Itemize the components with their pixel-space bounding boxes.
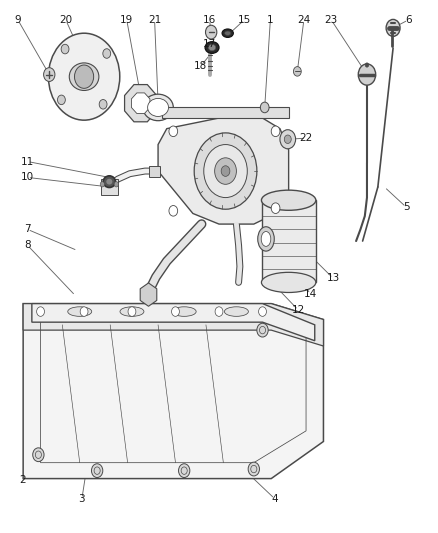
Polygon shape xyxy=(140,283,157,306)
Text: 15: 15 xyxy=(238,15,251,25)
Circle shape xyxy=(215,307,223,317)
Circle shape xyxy=(248,462,259,476)
Circle shape xyxy=(128,307,136,317)
Circle shape xyxy=(204,144,247,198)
Text: 10: 10 xyxy=(21,172,34,182)
Text: 24: 24 xyxy=(297,15,311,25)
Ellipse shape xyxy=(261,190,316,211)
Circle shape xyxy=(271,126,280,136)
Circle shape xyxy=(260,102,269,113)
Ellipse shape xyxy=(172,307,196,317)
Circle shape xyxy=(293,67,301,76)
Circle shape xyxy=(80,307,88,317)
Ellipse shape xyxy=(205,42,219,53)
Circle shape xyxy=(92,464,103,478)
Circle shape xyxy=(280,130,296,149)
Ellipse shape xyxy=(106,179,113,184)
Text: 3: 3 xyxy=(78,494,85,504)
Text: 17: 17 xyxy=(203,39,216,49)
Text: 4: 4 xyxy=(272,494,278,504)
Circle shape xyxy=(37,307,45,317)
Circle shape xyxy=(215,158,237,184)
Circle shape xyxy=(386,19,400,36)
Circle shape xyxy=(57,95,65,104)
Text: 20: 20 xyxy=(59,15,72,25)
Circle shape xyxy=(271,203,280,214)
Text: 8: 8 xyxy=(24,240,31,251)
Bar xyxy=(149,166,160,177)
Text: 14: 14 xyxy=(304,289,317,299)
Polygon shape xyxy=(131,93,150,114)
Circle shape xyxy=(103,49,111,58)
Polygon shape xyxy=(23,304,323,479)
Circle shape xyxy=(257,323,268,337)
Ellipse shape xyxy=(68,307,92,317)
Text: 21: 21 xyxy=(148,15,161,25)
Text: 11: 11 xyxy=(21,157,34,166)
Text: 16: 16 xyxy=(203,15,216,25)
Circle shape xyxy=(179,464,190,478)
Text: 6: 6 xyxy=(405,15,412,25)
Ellipse shape xyxy=(143,94,173,120)
Circle shape xyxy=(169,206,178,216)
Bar xyxy=(101,179,118,195)
Circle shape xyxy=(61,44,69,54)
Polygon shape xyxy=(32,304,315,341)
Ellipse shape xyxy=(222,29,233,37)
Text: 18: 18 xyxy=(194,61,207,71)
Ellipse shape xyxy=(103,176,116,188)
Text: 2: 2 xyxy=(19,475,25,484)
Polygon shape xyxy=(124,85,157,122)
Text: 23: 23 xyxy=(325,15,338,25)
Ellipse shape xyxy=(225,31,231,35)
Text: 13: 13 xyxy=(326,273,339,283)
Ellipse shape xyxy=(224,307,248,317)
Circle shape xyxy=(48,33,120,120)
Text: 7: 7 xyxy=(24,224,31,235)
Circle shape xyxy=(205,25,217,39)
Circle shape xyxy=(284,135,291,143)
Text: 5: 5 xyxy=(403,202,410,212)
Circle shape xyxy=(33,448,44,462)
Polygon shape xyxy=(158,118,289,224)
Circle shape xyxy=(258,307,266,317)
Ellipse shape xyxy=(148,99,169,116)
Circle shape xyxy=(365,63,369,67)
Polygon shape xyxy=(23,304,323,346)
Circle shape xyxy=(358,64,376,85)
Circle shape xyxy=(169,126,178,136)
Ellipse shape xyxy=(258,227,274,251)
Text: 12: 12 xyxy=(292,305,305,315)
Circle shape xyxy=(100,182,105,187)
Circle shape xyxy=(221,166,230,176)
Ellipse shape xyxy=(120,307,144,317)
Circle shape xyxy=(44,68,55,82)
Text: 9: 9 xyxy=(14,15,21,25)
Circle shape xyxy=(99,100,107,109)
Ellipse shape xyxy=(261,231,271,246)
Text: 22: 22 xyxy=(300,133,313,143)
Bar xyxy=(261,200,316,282)
Ellipse shape xyxy=(261,272,316,293)
Text: 19: 19 xyxy=(120,15,133,25)
Circle shape xyxy=(194,133,257,209)
Text: 1: 1 xyxy=(267,15,274,25)
Ellipse shape xyxy=(208,44,216,51)
Circle shape xyxy=(114,182,118,187)
Circle shape xyxy=(74,65,94,88)
Circle shape xyxy=(172,307,180,317)
Polygon shape xyxy=(162,108,289,118)
Ellipse shape xyxy=(69,63,99,91)
